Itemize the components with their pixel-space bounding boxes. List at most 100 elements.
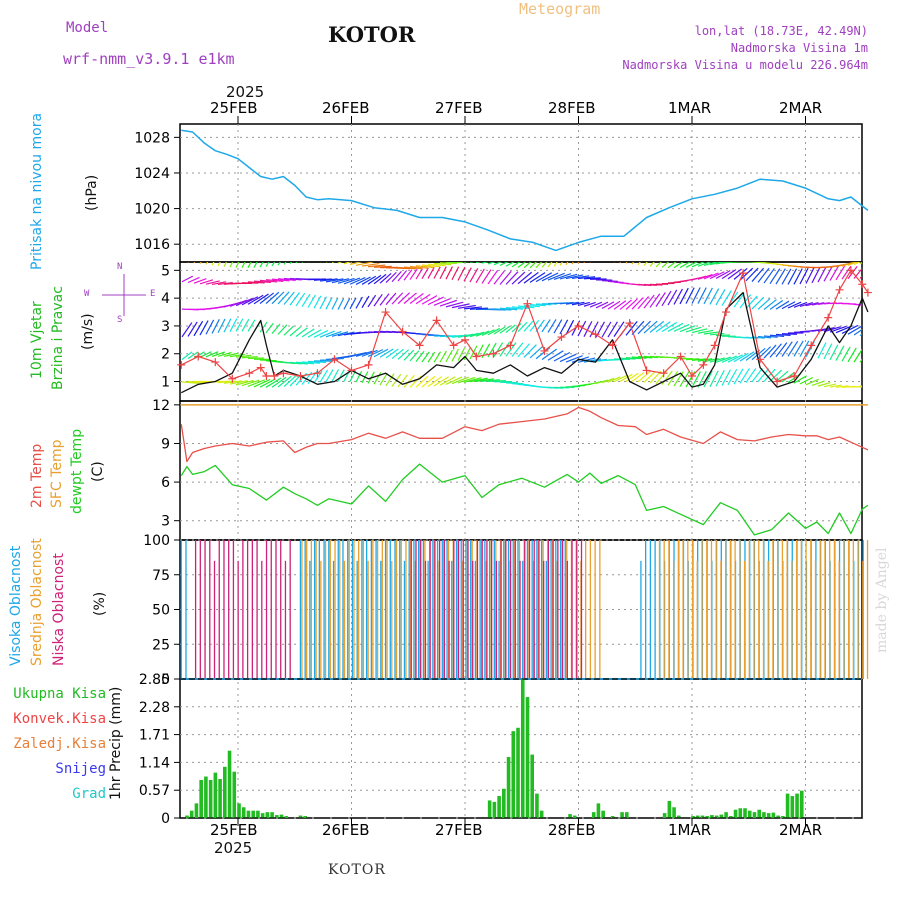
- model-name: wrf-nmm_v3.9.1 e1km: [63, 50, 235, 68]
- gust-marker: [330, 355, 339, 364]
- wind-barb: [697, 329, 714, 334]
- wind-barb: [193, 320, 204, 337]
- page-title: KOTOR: [328, 22, 416, 47]
- wind-barb: [385, 271, 397, 283]
- wind-barb: [601, 321, 612, 338]
- wind-barb: [829, 384, 842, 388]
- wind-barb: [451, 348, 459, 362]
- wind-barb: [325, 278, 344, 283]
- wind-barb: [253, 293, 269, 305]
- precip-bar: [506, 757, 511, 818]
- wind-barb: [409, 350, 420, 362]
- precip-bar: [487, 800, 492, 818]
- wind-barb: [847, 262, 859, 266]
- wind-barb: [793, 268, 803, 285]
- wind-barb: [727, 368, 738, 386]
- wind-barb: [319, 369, 329, 383]
- pressure-tick-label: 1016: [134, 237, 170, 253]
- precip-bar: [691, 816, 695, 818]
- date-bottom-1: 26FEB: [322, 821, 370, 839]
- wind-barb: [295, 327, 308, 337]
- wind-barb: [295, 292, 306, 307]
- wind-barb: [637, 262, 641, 266]
- wind-barb: [373, 273, 387, 285]
- wind-barb: [613, 262, 615, 263]
- wind-barb: [769, 334, 785, 337]
- precip-bar: [572, 815, 577, 818]
- wind-barb: [535, 347, 551, 360]
- wind-barb: [529, 345, 544, 359]
- wind-barb: [745, 295, 758, 309]
- precip-bar: [762, 812, 766, 818]
- wind-barb: [625, 262, 628, 264]
- wind-barb: [727, 354, 743, 363]
- wind-barb: [589, 262, 591, 263]
- gust-marker: [415, 341, 424, 350]
- wind-barb: [451, 376, 469, 385]
- wind-barb: [799, 340, 810, 357]
- wind-barb: [775, 370, 789, 382]
- wind-barb: [757, 267, 770, 283]
- wind-barb: [499, 262, 509, 266]
- wind-barb: [439, 376, 456, 386]
- wind-barb: [253, 262, 258, 268]
- precip-bar: [492, 801, 497, 818]
- gust-marker: [211, 358, 220, 367]
- wind-barb: [535, 303, 552, 306]
- wind-barb: [835, 345, 845, 361]
- wind-barb: [469, 307, 488, 310]
- wind-barb: [182, 262, 183, 263]
- wind-barb: [511, 322, 522, 333]
- wind-barb: [265, 279, 284, 282]
- wind-barb: [373, 293, 383, 307]
- wind-barb: [343, 298, 351, 310]
- wind-barb: [655, 292, 666, 307]
- wind-barb: [217, 351, 232, 357]
- wind-barb: [499, 342, 510, 357]
- wind-barb: [691, 358, 706, 362]
- wind-barb: [271, 278, 290, 282]
- wind-barb: [181, 275, 194, 283]
- temp-tick-label: 12: [152, 398, 170, 414]
- wind-barb: [421, 375, 436, 388]
- precip-tick-label: 2.28: [139, 700, 170, 716]
- wind-barb: [265, 377, 282, 388]
- wind-barb: [541, 319, 551, 333]
- wind-barb: [751, 267, 765, 282]
- wind-barb: [781, 341, 793, 357]
- wind-barb: [643, 262, 648, 266]
- wind-barb: [199, 320, 209, 336]
- temp-label-2m: 2m Temp: [29, 443, 45, 508]
- precip-bar: [256, 810, 260, 818]
- wind-barb: [499, 270, 512, 285]
- wind-barb: [859, 358, 862, 363]
- wind-barb: [277, 291, 290, 305]
- gust-marker: [296, 371, 305, 380]
- precip-bar: [298, 815, 303, 818]
- wind-barb: [403, 269, 413, 281]
- wind-barb: [775, 300, 790, 310]
- pressure-tick-label: 1020: [134, 202, 170, 218]
- wind-barb: [313, 295, 322, 309]
- precip-bar: [260, 813, 265, 818]
- wind-barb: [607, 376, 621, 383]
- date-top-0: 25FEB: [210, 99, 258, 117]
- precip-bar: [568, 814, 572, 818]
- wind-barb: [829, 265, 839, 281]
- wind-barb: [445, 301, 464, 308]
- precip-bar: [620, 812, 624, 818]
- precip-bar: [199, 779, 203, 818]
- precip-bar: [275, 815, 279, 818]
- wind-barb: [373, 372, 382, 385]
- wind-barb: [217, 318, 226, 334]
- wind-barb: [523, 271, 539, 284]
- precip-bar: [204, 776, 208, 818]
- precip-bar: [270, 812, 274, 818]
- wind-barb: [709, 357, 725, 363]
- wind-barb: [391, 348, 404, 360]
- wind-barb: [565, 301, 580, 305]
- gust-marker: [506, 341, 515, 350]
- wind-barb: [583, 321, 593, 337]
- wind-barb: [463, 306, 482, 310]
- precip-bar: [781, 816, 785, 818]
